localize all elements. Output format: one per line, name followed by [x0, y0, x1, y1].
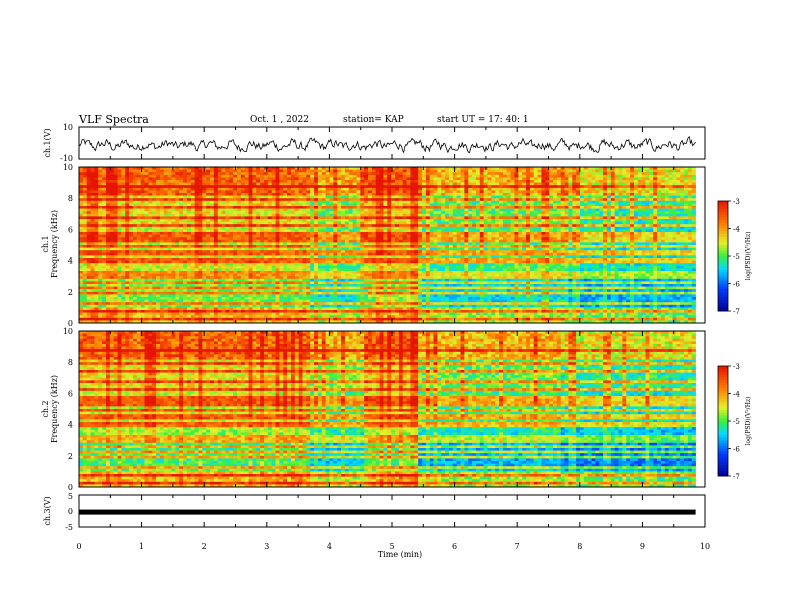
start-time-label: start UT = 17: 40: 1 — [437, 115, 529, 125]
ch3-ytick-bottom: -5 — [65, 523, 73, 532]
ch3-level-trace — [79, 509, 696, 515]
ch1-spectrogram-panel: ch.1 Frequency (kHz) 0 2 4 6 8 10 -3 -4 -5 -6 -7 l… — [41, 163, 752, 328]
time-axis-label: Time (min) — [378, 550, 422, 559]
ch1-colorbar-tick--7: -7 — [733, 308, 740, 316]
ch1-spectrogram-ylabel-freq: Frequency (kHz) — [50, 210, 59, 278]
ch1-spectrogram-ytick-0: 0 — [68, 319, 73, 328]
ch2-colorbar-label: log(PSD)(V²/Hz) — [745, 397, 752, 446]
ch1-spectrogram-ytick-8: 8 — [68, 194, 73, 203]
ch1-spectrogram-ylabel-channel: ch.1 — [41, 235, 50, 252]
ch1-spectrogram-ytick-10: 10 — [63, 163, 73, 172]
ch1-waveform-trace — [78, 135, 696, 154]
ch1-spectrogram-ticks — [78, 167, 706, 323]
ch1-colorbar-tick--6: -6 — [733, 281, 740, 289]
ch2-spectrogram-panel: ch.2 Frequency (kHz) 0 2 4 6 8 10 -3 -4 -5 -6 -7 l… — [41, 327, 752, 492]
time-axis-tick-10: 10 — [700, 542, 710, 551]
ch1-waveform-ticks — [78, 127, 706, 159]
ch3-ytick-top: 5 — [68, 492, 73, 501]
ch1-ytick-top: 10 — [63, 123, 73, 132]
ch2-colorbar-tick--5: -5 — [733, 418, 740, 426]
ch1-waveform-panel: ch.1(V) 10 -10 — [43, 123, 706, 163]
ch2-spectrogram-ytick-8: 8 — [68, 358, 73, 367]
ch2-colorbar: -3 -4 -5 -6 -7 log(PSD)(V²/Hz) — [717, 363, 752, 481]
ch2-colorbar-tick--7: -7 — [733, 473, 740, 481]
ch3-ylabel: ch.3(V) — [43, 496, 52, 525]
time-axis-tick-2: 2 — [202, 542, 207, 551]
time-axis-tick-5: 5 — [389, 542, 394, 551]
ch1-spectrogram-ytick-2: 2 — [68, 288, 73, 297]
ch1-colorbar: -3 -4 -5 -6 -7 log(PSD)(V²/Hz) — [717, 198, 752, 316]
ch1-waveform-ylabel: ch.1(V) — [43, 128, 52, 157]
time-axis-tick-8: 8 — [577, 542, 582, 551]
time-axis-tick-1: 1 — [139, 542, 144, 551]
ch1-spectrogram-image — [79, 167, 696, 324]
ch3-ticks — [78, 495, 706, 527]
ch2-spectrogram-image — [79, 331, 696, 488]
ch2-spectrogram-ytick-6: 6 — [68, 389, 73, 398]
ch2-spectrogram-ytick-4: 4 — [68, 421, 73, 430]
ch3-panel: ch.3(V) 5 0 -5 — [43, 492, 706, 532]
ch1-spectrogram-ytick-6: 6 — [68, 225, 73, 234]
ch2-spectrogram-ytick-2: 2 — [68, 452, 73, 461]
ch2-spectrogram-ylabel-freq: Frequency (kHz) — [50, 375, 59, 443]
time-axis-tick-7: 7 — [515, 542, 520, 551]
station-label: station= KAP — [343, 115, 404, 125]
ch2-spectrogram-ylabel-channel: ch.2 — [41, 400, 50, 417]
ch1-spectrogram-ytick-4: 4 — [68, 257, 73, 266]
time-axis-tick-0: 0 — [76, 542, 81, 551]
time-axis-ticks: 0 1 2 3 4 5 6 7 8 9 10 — [76, 542, 710, 551]
time-axis-tick-6: 6 — [452, 542, 457, 551]
ch2-colorbar-tick--3: -3 — [733, 363, 740, 371]
time-axis-tick-3: 3 — [264, 542, 269, 551]
ch1-colorbar-label: log(PSD)(V²/Hz) — [745, 232, 752, 281]
ch2-spectrogram-ticks — [78, 331, 706, 487]
time-axis-tick-4: 4 — [327, 542, 332, 551]
ch3-ytick-mid: 0 — [68, 507, 73, 516]
ch2-spectrogram-ytick-10: 10 — [63, 327, 73, 336]
ch1-ytick-bottom: -10 — [60, 154, 73, 163]
ch1-colorbar-tick--3: -3 — [733, 198, 740, 206]
figure-title: VLF Spectra — [78, 113, 149, 126]
ch2-colorbar-tick--6: -6 — [733, 446, 740, 454]
ch2-colorbar-tick--4: -4 — [733, 391, 740, 399]
ch1-colorbar-tick--4: -4 — [733, 226, 740, 234]
date-label: Oct. 1 , 2022 — [250, 115, 309, 125]
ch1-colorbar-tick--5: -5 — [733, 253, 740, 261]
ch2-spectrogram-ytick-0: 0 — [68, 483, 73, 492]
time-axis-tick-9: 9 — [640, 542, 645, 551]
